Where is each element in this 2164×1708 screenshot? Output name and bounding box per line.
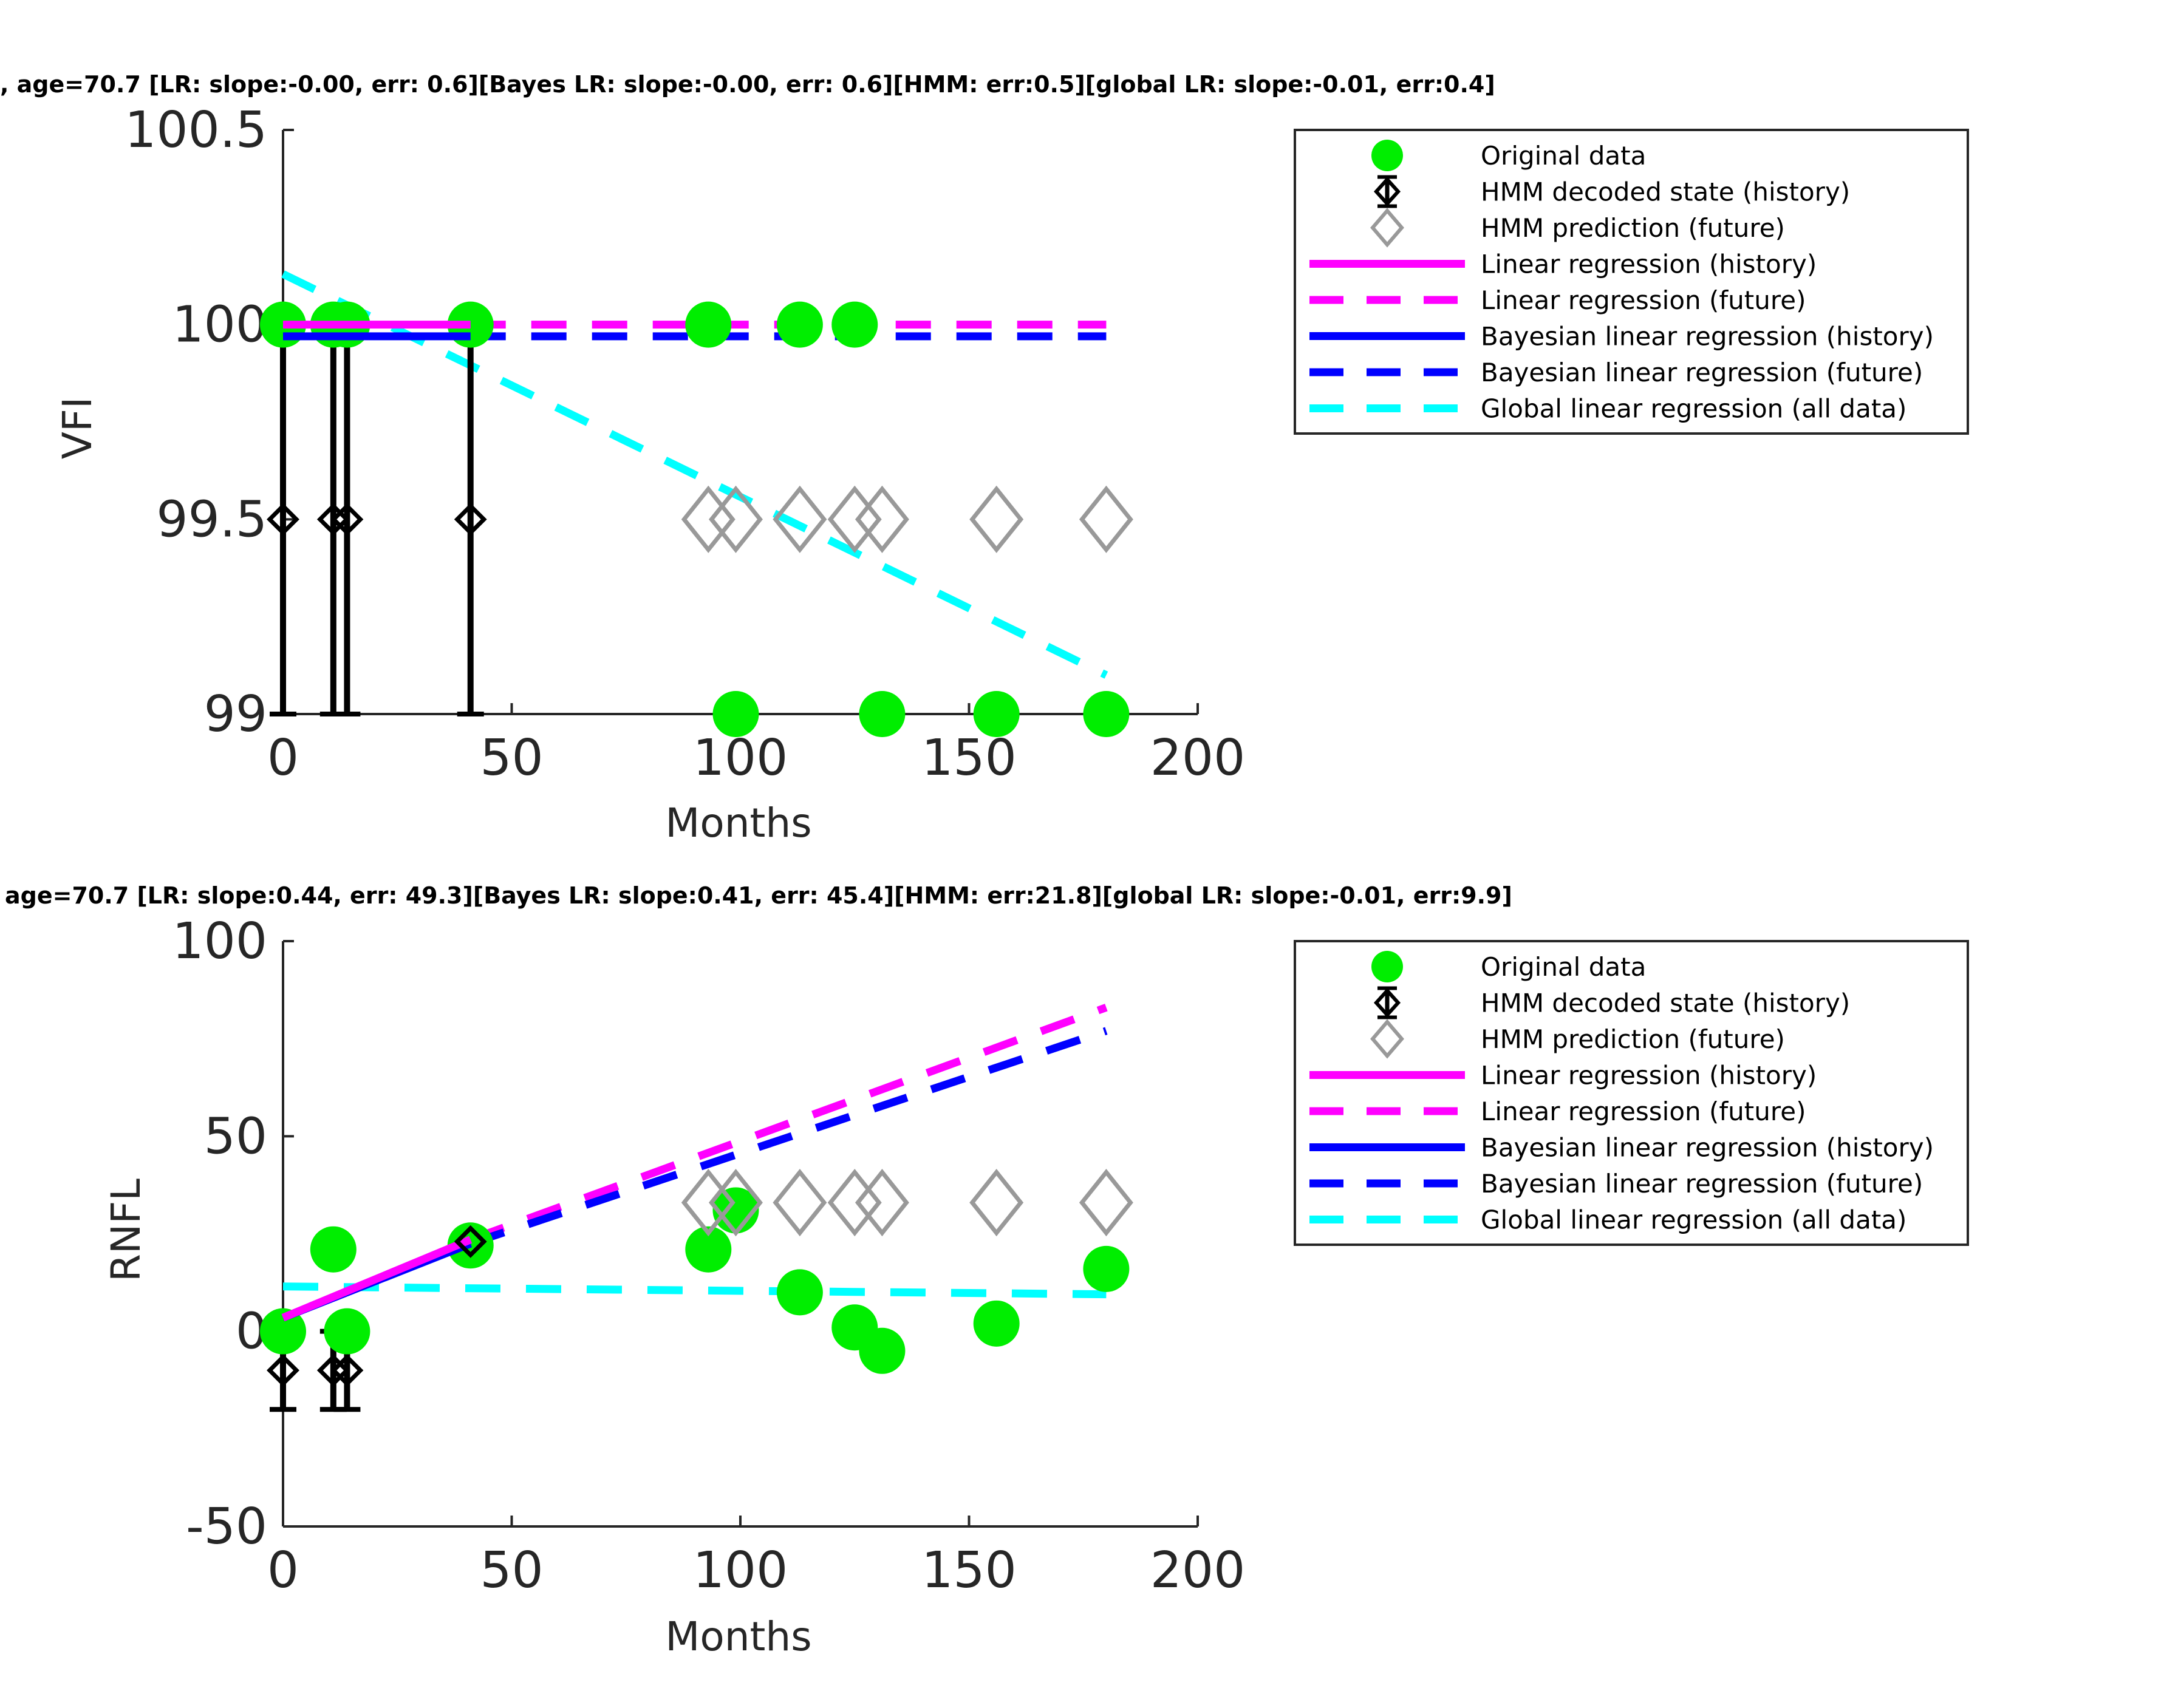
- vfi-legend: Original data HMM decoded state (history)…: [1294, 129, 1969, 435]
- rnfl-x-tick-label: 150: [921, 1542, 1017, 1599]
- vfi-legend-label: Global linear regression (all data): [1481, 394, 1906, 424]
- vfi-legend-symbol: [1370, 208, 1404, 248]
- rnfl-legend-box: [1294, 940, 1969, 1246]
- rnfl-hmm-prediction-marker: [681, 1168, 736, 1237]
- vfi-legend-label: Bayesian linear regression (history): [1481, 322, 1934, 352]
- vfi-y-tick-label: 100.5: [125, 101, 267, 159]
- vfi-hmm-prediction-marker: [1079, 485, 1133, 553]
- rnfl-legend-symbol: [1371, 951, 1403, 982]
- vfi-y-tick-label: 100: [172, 296, 267, 354]
- vfi-x-tick-label: 0: [267, 729, 299, 787]
- rnfl-hmm-decoded-marker: [267, 1353, 299, 1387]
- vfi-data-point: [776, 301, 823, 348]
- rnfl-data-point: [685, 1226, 732, 1273]
- rnfl-x-axis-label: Months: [665, 1613, 811, 1660]
- rnfl-data-point: [1083, 1245, 1130, 1292]
- vfi-legend-symbol: [1373, 177, 1401, 206]
- vfi-legend-label: Linear regression (history): [1481, 250, 1817, 279]
- rnfl-global-lr-line: [282, 1282, 1107, 1299]
- rnfl-hmm-decoded-marker: [330, 1353, 364, 1387]
- rnfl-legend-label: HMM decoded state (history): [1481, 988, 1850, 1018]
- rnfl-x-tick-label: 50: [480, 1542, 543, 1599]
- rnfl-x-tick-label: 0: [267, 1542, 299, 1599]
- vfi-hmm-prediction-marker: [681, 485, 736, 553]
- vfi-y-tick-label: 99: [204, 686, 267, 743]
- rnfl-hmm-prediction-marker: [1079, 1168, 1133, 1237]
- vfi-hmm-decoded-marker: [330, 503, 364, 536]
- vfi-hmm-decoded-marker: [454, 503, 487, 536]
- vfi-global-lr-line: [281, 270, 1108, 679]
- rnfl-data-point: [260, 1308, 306, 1355]
- vfi-legend-symbol: [1371, 140, 1403, 171]
- rnfl-legend-symbol: [1370, 1019, 1404, 1059]
- rnfl-hmm-decoded-marker: [454, 1225, 487, 1258]
- rnfl-bayes-future-line: [469, 1027, 1108, 1248]
- vfi-data-point: [859, 691, 906, 737]
- rnfl-legend-label: Linear regression (history): [1481, 1061, 1817, 1090]
- rnfl-hmm-prediction-marker: [773, 1168, 827, 1237]
- vfi-legend-label: HMM decoded state (history): [1481, 177, 1850, 207]
- vfi-y-axis-label: VFI: [54, 397, 101, 460]
- vfi-legend-label: Linear regression (future): [1481, 285, 1806, 315]
- rnfl-legend-symbol: [1373, 988, 1401, 1018]
- rnfl-legend: Original data HMM decoded state (history)…: [1294, 940, 1969, 1246]
- vfi-x-tick-label: 100: [693, 729, 788, 787]
- vfi-y-tick-label: 99.5: [156, 491, 267, 548]
- vfi-hmm-prediction-marker: [969, 485, 1024, 553]
- vfi-hmm-prediction-marker: [708, 485, 763, 553]
- vfi-hmm-prediction-marker: [827, 485, 882, 553]
- rnfl-y-tick-label: 50: [204, 1107, 267, 1165]
- rnfl-hmm-prediction-marker: [708, 1168, 763, 1237]
- rnfl-x-tick-label: 100: [693, 1542, 788, 1599]
- rnfl-hmm-prediction-marker: [827, 1168, 882, 1237]
- vfi-x-axis-label: Months: [665, 800, 811, 846]
- rnfl-data-point: [776, 1269, 823, 1316]
- rnfl-data-point: [310, 1226, 357, 1273]
- rnfl-data-point: [324, 1308, 370, 1355]
- vfi-hmm-prediction-marker: [855, 485, 909, 553]
- rnfl-panel: age=70.7 [LR: slope:0.44, err: 49.3][Bay…: [5, 882, 1969, 1660]
- vfi-hmm-decoded-marker: [316, 503, 350, 536]
- rnfl-legend-label: Original data: [1481, 952, 1646, 982]
- rnfl-y-tick-label: -50: [186, 1498, 267, 1556]
- rnfl-data-point: [859, 1327, 906, 1374]
- vfi-data-point: [973, 691, 1020, 737]
- rnfl-panel-title: age=70.7 [LR: slope:0.44, err: 49.3][Bay…: [5, 882, 1512, 909]
- rnfl-y-axis-label: RNFL: [103, 1179, 149, 1282]
- vfi-hmm-decoded-marker: [267, 503, 299, 536]
- vfi-data-point: [712, 691, 759, 737]
- vfi-panel-title: , age=70.7 [LR: slope:-0.00, err: 0.6][B…: [0, 71, 1495, 98]
- vfi-hmm-prediction-marker: [773, 485, 827, 553]
- rnfl-legend-label: Linear regression (future): [1481, 1097, 1806, 1126]
- rnfl-hmm-decoded-marker: [316, 1353, 350, 1387]
- vfi-data-point: [685, 301, 732, 348]
- rnfl-legend-label: Bayesian linear regression (history): [1481, 1133, 1934, 1163]
- vfi-legend-label: Original data: [1481, 141, 1646, 171]
- vfi-legend-box: [1294, 129, 1969, 435]
- vfi-legend-label: Bayesian linear regression (future): [1481, 358, 1923, 387]
- vfi-x-tick-label: 200: [1150, 729, 1246, 787]
- vfi-panel: , age=70.7 [LR: slope:-0.00, err: 0.6][B…: [0, 71, 1969, 846]
- rnfl-lr-history-line: [281, 1236, 473, 1322]
- vfi-data-point: [1083, 691, 1130, 737]
- rnfl-legend-label: Global linear regression (all data): [1481, 1205, 1906, 1235]
- vfi-x-tick-label: 150: [921, 729, 1017, 787]
- rnfl-legend-label: HMM prediction (future): [1481, 1024, 1785, 1054]
- rnfl-data-point: [973, 1300, 1020, 1347]
- vfi-x-tick-label: 50: [480, 729, 543, 787]
- rnfl-lr-future-line: [469, 1004, 1108, 1244]
- rnfl-data-point: [712, 1187, 759, 1234]
- rnfl-legend-label: Bayesian linear regression (future): [1481, 1169, 1923, 1199]
- rnfl-hmm-prediction-marker: [855, 1168, 909, 1237]
- rnfl-hmm-prediction-marker: [969, 1168, 1024, 1237]
- rnfl-y-tick-label: 100: [172, 913, 267, 970]
- rnfl-x-tick-label: 200: [1150, 1542, 1246, 1599]
- vfi-legend-label: HMM prediction (future): [1481, 213, 1785, 243]
- vfi-data-point: [831, 301, 878, 348]
